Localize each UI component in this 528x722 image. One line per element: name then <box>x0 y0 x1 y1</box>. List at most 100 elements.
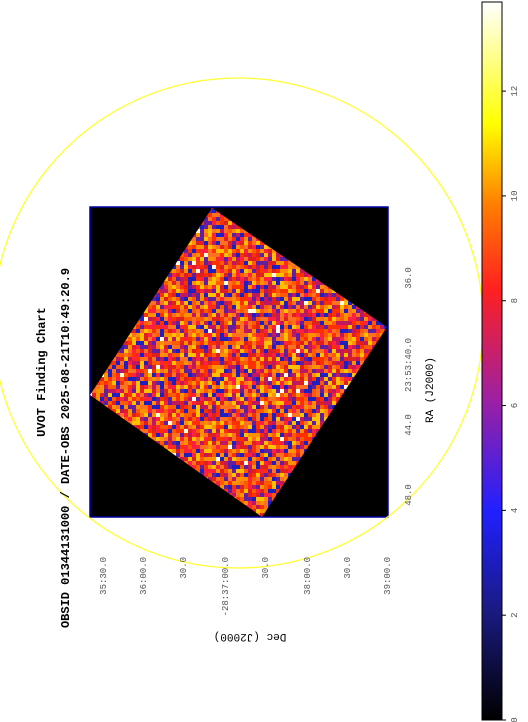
pixel <box>120 373 124 377</box>
pixel <box>228 257 232 261</box>
pixel <box>312 393 316 397</box>
pixel <box>244 357 248 361</box>
pixel <box>276 353 280 357</box>
pixel <box>204 313 208 317</box>
pixel <box>248 333 252 337</box>
pixel <box>176 281 180 285</box>
pixel <box>316 321 320 325</box>
pixel <box>304 273 308 277</box>
pixel <box>268 445 272 449</box>
pixel <box>196 349 200 353</box>
pixel <box>172 393 176 397</box>
pixel <box>200 297 204 301</box>
pixel <box>244 273 248 277</box>
pixel <box>272 485 276 489</box>
pixel <box>240 297 244 301</box>
pixel <box>240 425 244 429</box>
pixel <box>164 437 168 441</box>
pixel <box>264 429 268 433</box>
pixel <box>164 309 168 313</box>
pixel <box>104 389 108 393</box>
pixel <box>160 357 164 361</box>
pixel <box>256 305 260 309</box>
pixel <box>188 357 192 361</box>
pixel <box>256 321 260 325</box>
pixel <box>240 261 244 265</box>
pixel <box>100 397 104 401</box>
pixel <box>268 309 272 313</box>
pixel <box>136 353 140 357</box>
pixel <box>336 361 340 365</box>
pixel <box>120 405 124 409</box>
pixel <box>320 385 324 389</box>
pixel <box>288 277 292 281</box>
pixel <box>252 289 256 293</box>
pixel <box>188 265 192 269</box>
pixel <box>264 313 268 317</box>
pixel <box>224 381 228 385</box>
pixel <box>264 337 268 341</box>
pixel <box>224 457 228 461</box>
pixel <box>224 249 228 253</box>
pixel <box>328 333 332 337</box>
pixel <box>284 393 288 397</box>
pixel <box>332 365 336 369</box>
pixel <box>308 341 312 345</box>
pixel <box>236 301 240 305</box>
pixel <box>268 497 272 501</box>
pixel <box>172 401 176 405</box>
pixel <box>220 245 224 249</box>
pixel <box>308 357 312 361</box>
pixel <box>128 417 132 421</box>
pixel <box>192 345 196 349</box>
pixel <box>192 397 196 401</box>
pixel <box>244 329 248 333</box>
pixel <box>216 393 220 397</box>
pixel <box>304 301 308 305</box>
pixel <box>248 297 252 301</box>
pixel <box>236 309 240 313</box>
pixel <box>232 245 236 249</box>
pixel <box>192 321 196 325</box>
pixel <box>108 385 112 389</box>
pixel <box>284 365 288 369</box>
pixel <box>172 397 176 401</box>
pixel <box>172 361 176 365</box>
pixel <box>288 433 292 437</box>
pixel <box>160 377 164 381</box>
pixel <box>140 321 144 325</box>
pixel <box>180 417 184 421</box>
pixel <box>236 417 240 421</box>
pixel <box>176 325 180 329</box>
pixel <box>224 397 228 401</box>
pixel <box>188 321 192 325</box>
pixel <box>216 429 220 433</box>
pixel <box>212 357 216 361</box>
pixel <box>200 389 204 393</box>
pixel <box>212 437 216 441</box>
pixel <box>256 369 260 373</box>
pixel <box>188 397 192 401</box>
pixel <box>268 449 272 453</box>
pixel <box>300 325 304 329</box>
pixel <box>192 437 196 441</box>
pixel <box>184 293 188 297</box>
pixel <box>264 301 268 305</box>
pixel <box>260 349 264 353</box>
pixel <box>212 297 216 301</box>
pixel <box>204 373 208 377</box>
pixel <box>260 293 264 297</box>
pixel <box>212 417 216 421</box>
pixel <box>216 293 220 297</box>
pixel <box>104 397 108 401</box>
pixel <box>132 385 136 389</box>
pixel <box>248 425 252 429</box>
pixel <box>216 325 220 329</box>
pixel <box>216 409 220 413</box>
pixel <box>200 421 204 425</box>
pixel <box>276 365 280 369</box>
pixel <box>208 321 212 325</box>
pixel <box>228 333 232 337</box>
pixel <box>148 413 152 417</box>
pixel <box>304 329 308 333</box>
